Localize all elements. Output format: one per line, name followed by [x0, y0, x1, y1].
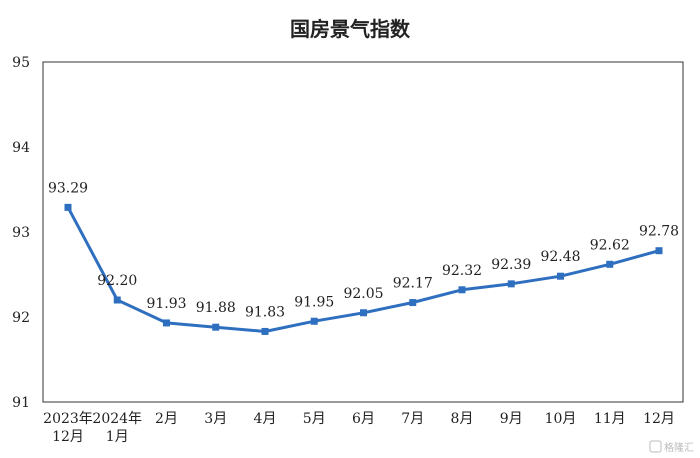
data-point	[212, 323, 220, 331]
y-tick-label: 93	[12, 225, 30, 241]
x-tick-label: 2024年 1月	[92, 411, 142, 445]
data-label: 91.95	[294, 294, 334, 310]
x-tick-label: 10月	[545, 411, 577, 427]
x-tick-label: 9月	[500, 411, 523, 427]
x-tick-label: 11月	[594, 411, 626, 427]
data-label: 91.83	[245, 304, 285, 320]
watermark-text: 格隆汇	[664, 441, 694, 454]
data-label: 92.32	[442, 263, 482, 279]
data-point	[64, 203, 72, 211]
data-point	[557, 272, 564, 280]
data-label: 91.93	[146, 296, 186, 312]
x-tick-label: 3月	[204, 411, 227, 427]
y-tick-label: 94	[12, 140, 30, 156]
y-tick-label: 91	[12, 395, 30, 411]
x-tick-label: 4月	[254, 411, 277, 427]
x-tick-label: 2月	[155, 411, 178, 427]
data-labels: 93.29 92.20 91.93 91.88 91.83 91.95 92.05 92.17…	[48, 180, 679, 320]
x-tick-label: 6月	[352, 411, 375, 427]
data-point	[360, 309, 367, 317]
data-label: 93.29	[48, 180, 88, 196]
y-axis: 91 92 93 94 95	[12, 55, 30, 411]
data-point	[655, 247, 663, 255]
data-label: 92.62	[590, 237, 630, 253]
data-label: 92.78	[639, 224, 679, 240]
data-label: 91.88	[196, 300, 236, 316]
data-point	[606, 260, 614, 268]
data-label: 92.20	[97, 273, 137, 289]
x-tick-label: 5月	[303, 411, 326, 427]
watermark-logo-icon	[649, 440, 662, 453]
data-point	[458, 286, 466, 294]
data-label: 92.17	[393, 276, 433, 292]
y-tick-label: 95	[12, 55, 30, 71]
y-tick-label: 92	[12, 310, 30, 326]
data-label: 92.05	[343, 286, 383, 302]
data-point	[261, 327, 269, 335]
data-label: 92.39	[491, 257, 531, 273]
x-tick-label: 7月	[401, 411, 424, 427]
data-point	[163, 319, 170, 327]
data-label: 92.48	[540, 249, 580, 265]
x-tick-label: 2023年 12月	[43, 411, 93, 445]
x-tick-label: 8月	[451, 411, 474, 427]
watermark: 格隆汇	[649, 440, 694, 454]
data-point	[310, 317, 318, 325]
x-tick-label: 12月	[643, 411, 675, 427]
plot-frame	[42, 61, 684, 403]
chart-title: 国房景气指数	[290, 17, 411, 41]
data-point	[113, 296, 121, 304]
series-markers	[64, 203, 663, 335]
data-point	[507, 280, 515, 288]
data-point	[409, 299, 417, 307]
